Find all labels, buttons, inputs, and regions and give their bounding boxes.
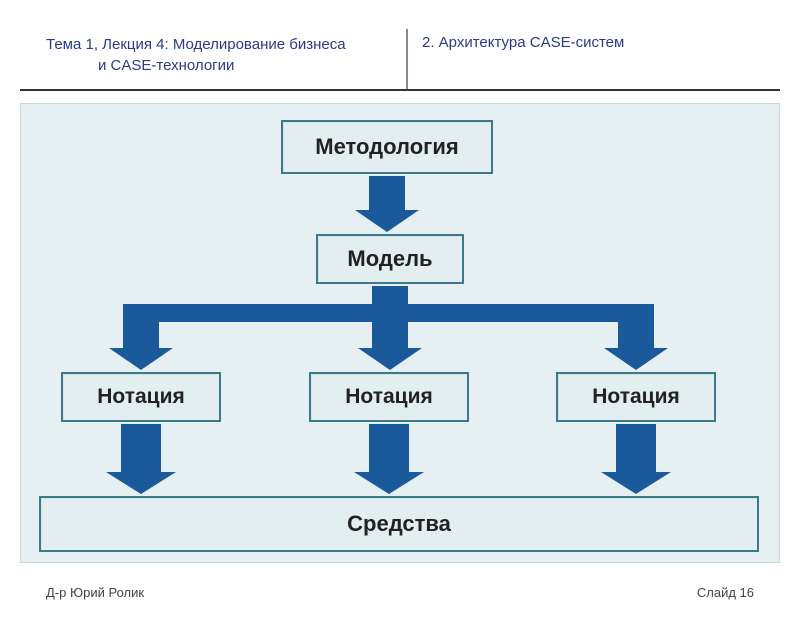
footer-slide: Слайд 16 bbox=[697, 585, 754, 600]
diagram-node-n5: Нотация bbox=[556, 372, 716, 422]
branch-shaft bbox=[372, 286, 408, 304]
header-left: Тема 1, Лекция 4: Моделирование бизнеса … bbox=[46, 34, 406, 89]
header-rule bbox=[20, 89, 780, 91]
footer-author: Д-р Юрий Ролик bbox=[46, 585, 144, 600]
arrow-down-icon bbox=[601, 424, 671, 494]
arrow-down-icon bbox=[355, 176, 419, 232]
diagram: Методология Модель Нотация Нотация Нотация Ср… bbox=[20, 103, 780, 563]
arrow-down-icon bbox=[109, 322, 173, 370]
diagram-node-n1: Методология bbox=[281, 120, 493, 174]
diagram-node-n3: Нотация bbox=[61, 372, 221, 422]
diagram-node-n6: Средства bbox=[39, 496, 759, 552]
header-left-line1: Тема 1, Лекция 4: Моделирование бизнеса bbox=[46, 34, 396, 55]
arrow-down-icon bbox=[604, 322, 668, 370]
arrow-down-icon bbox=[106, 424, 176, 494]
slide-footer: Д-р Юрий Ролик Слайд 16 bbox=[46, 585, 754, 600]
header-left-line2: и CASE-технологии bbox=[46, 55, 396, 76]
branch-bar bbox=[123, 304, 654, 322]
arrow-down-icon bbox=[358, 322, 422, 370]
diagram-node-n4: Нотация bbox=[309, 372, 469, 422]
diagram-node-n2: Модель bbox=[316, 234, 464, 284]
slide-header: Тема 1, Лекция 4: Моделирование бизнеса … bbox=[0, 0, 800, 89]
header-right: 2. Архитектура CASE-систем bbox=[408, 34, 624, 89]
arrow-down-icon bbox=[354, 424, 424, 494]
